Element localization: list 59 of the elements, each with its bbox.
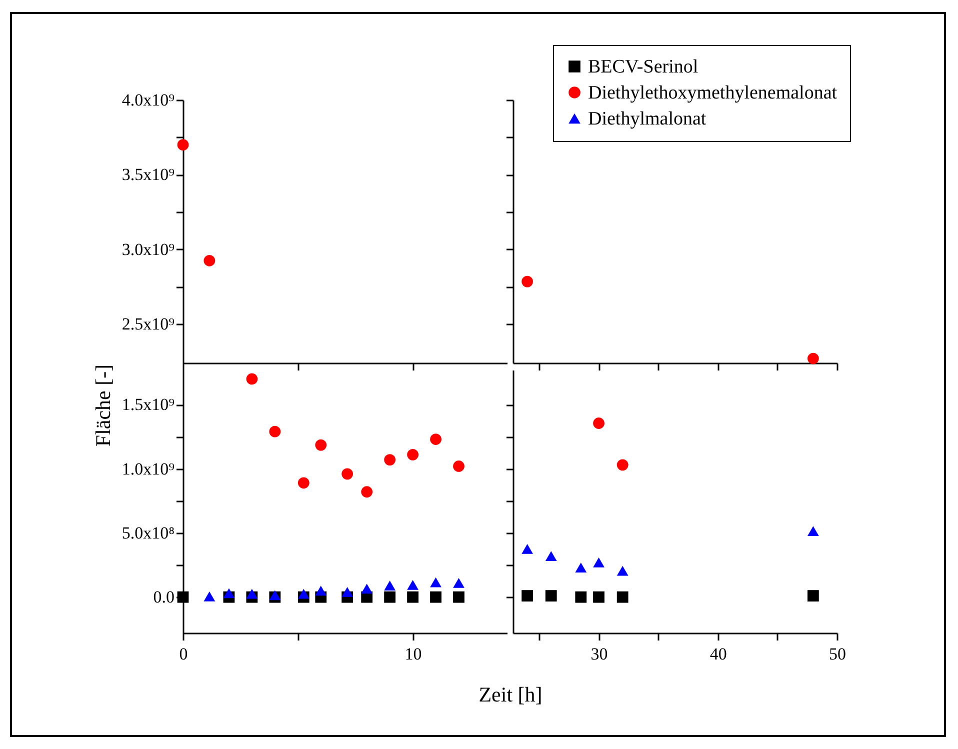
point (177, 591, 189, 603)
point (545, 590, 557, 602)
y-tick-label: 3.5x10⁹ (122, 165, 175, 184)
y-tick-label: 0.0 (153, 588, 174, 607)
y-tick-label: 5.0x10⁸ (122, 523, 175, 542)
point (298, 477, 310, 489)
point (545, 551, 557, 561)
x-tick-label: 30 (590, 644, 608, 664)
point (575, 591, 587, 603)
point (616, 591, 628, 603)
x-axis-title: Zeit [h] (478, 682, 542, 706)
point (315, 586, 327, 596)
point (246, 588, 258, 599)
point (384, 591, 396, 603)
point (315, 439, 327, 451)
point (384, 454, 396, 466)
point (204, 592, 216, 602)
point (453, 460, 464, 472)
point (430, 591, 442, 603)
point (453, 578, 464, 588)
point (223, 588, 235, 598)
point (407, 591, 418, 603)
point (298, 588, 310, 599)
point (807, 590, 819, 602)
y-tick-label: 1.5x10⁹ (122, 395, 175, 414)
point (269, 590, 281, 600)
point (361, 486, 373, 498)
legend-label: Diethylethoxymethylenemalonat (588, 82, 838, 104)
point (342, 468, 353, 480)
point (342, 587, 353, 597)
point (453, 591, 464, 603)
y-tick-label: 1.0x10⁹ (122, 459, 175, 478)
point (616, 459, 628, 471)
point (616, 566, 628, 576)
point (522, 544, 533, 554)
y-tick-label: 3.0x10⁹ (122, 240, 175, 259)
point (593, 591, 604, 603)
point (384, 580, 396, 590)
point (430, 434, 442, 445)
y-axis-title: Fläche [-] (90, 364, 115, 447)
point (407, 448, 418, 460)
x-tick-label: 10 (404, 644, 422, 664)
point (430, 577, 442, 588)
legend-label: Diethylmalonat (588, 108, 707, 130)
point (407, 580, 418, 590)
point (361, 584, 373, 594)
point (807, 526, 819, 536)
point (593, 418, 604, 429)
legend-label: BECV-Serinol (588, 56, 698, 78)
x-tick-label: 0 (179, 644, 188, 664)
x-tick-label: 50 (829, 644, 846, 664)
point (593, 558, 604, 568)
point (575, 562, 587, 573)
y-tick-label: 2.5x10⁹ (122, 314, 175, 334)
point (269, 426, 281, 438)
x-tick-label: 40 (710, 644, 727, 664)
y-tick-label: 4.0x10⁹ (122, 90, 175, 110)
point (246, 373, 258, 385)
point (522, 590, 533, 602)
